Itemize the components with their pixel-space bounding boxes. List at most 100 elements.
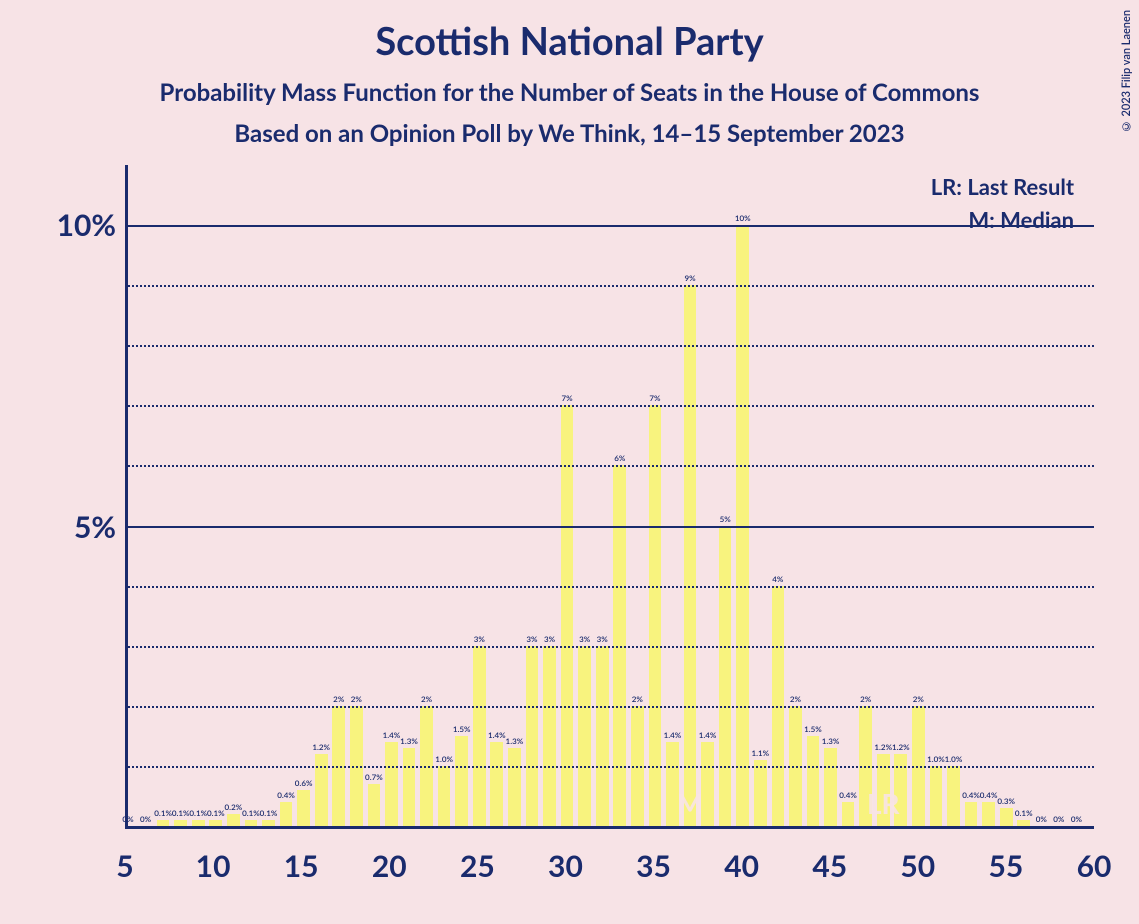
bar xyxy=(649,405,662,826)
bar-value-label: 1.4% xyxy=(488,730,506,740)
bar xyxy=(947,766,960,826)
gridline-minor xyxy=(128,646,1094,648)
bar xyxy=(561,405,574,826)
bar xyxy=(280,802,293,826)
bar xyxy=(455,736,468,826)
bar xyxy=(192,820,205,826)
bar xyxy=(403,748,416,826)
x-axis-label: 5 xyxy=(116,848,133,884)
bar xyxy=(684,285,697,826)
bar-value-label: 10% xyxy=(735,213,751,223)
gridline-minor xyxy=(128,706,1094,708)
gridline-major xyxy=(128,225,1094,227)
bar-value-label: 0.6% xyxy=(295,778,313,788)
chart-subtitle-2: Based on an Opinion Poll by We Think, 14… xyxy=(0,107,1139,148)
bar xyxy=(526,646,539,826)
bar xyxy=(754,760,767,826)
bar xyxy=(666,742,679,826)
bar xyxy=(982,802,995,826)
bar-value-label: 1.5% xyxy=(804,724,822,734)
x-axis-label: 25 xyxy=(460,848,495,884)
bar xyxy=(543,646,556,826)
bar xyxy=(368,784,381,826)
bar-value-label: 3% xyxy=(597,634,608,644)
bar-value-label: 0% xyxy=(140,814,151,824)
bar-value-label: 1.0% xyxy=(435,754,453,764)
bar-value-label: 1.4% xyxy=(699,730,717,740)
chart-title: Scottish National Party xyxy=(0,0,1139,64)
bar xyxy=(245,820,258,826)
bars-layer: 0%0%0.1%0.1%0.1%0.1%0.2%0.1%0.1%0.4%0.6%… xyxy=(128,165,1094,826)
gridline-minor xyxy=(128,285,1094,287)
bar xyxy=(719,526,732,826)
bar-value-label: 1.2% xyxy=(312,742,330,752)
gridline-major xyxy=(128,526,1094,528)
plot-area: LR: Last Result M: Median 0%0%0.1%0.1%0.… xyxy=(125,165,1094,829)
bar-value-label: 3% xyxy=(474,634,485,644)
bar-value-label: 0.7% xyxy=(365,772,383,782)
chart-subtitle-1: Probability Mass Function for the Number… xyxy=(0,64,1139,107)
bar-value-label: 1.5% xyxy=(453,724,471,734)
bar xyxy=(174,820,187,826)
gridline-minor xyxy=(128,405,1094,407)
bar-value-label: 3% xyxy=(526,634,537,644)
bar-value-label: 3% xyxy=(579,634,590,644)
bar xyxy=(385,742,398,826)
x-axis-label: 20 xyxy=(372,848,407,884)
bar-value-label: 0.1% xyxy=(260,808,278,818)
bar-value-label: 0.4% xyxy=(962,790,980,800)
bar-value-label: 1.0% xyxy=(945,754,963,764)
bar xyxy=(490,742,503,826)
bar-value-label: 2% xyxy=(351,694,362,704)
bar-value-label: 6% xyxy=(614,453,625,463)
bar-value-label: 3% xyxy=(544,634,555,644)
bar xyxy=(1017,820,1030,826)
bar xyxy=(877,754,890,826)
copyright-text: © 2023 Filip van Laenen xyxy=(1120,10,1133,132)
x-axis-label: 35 xyxy=(636,848,671,884)
bar-value-label: 0.4% xyxy=(277,790,295,800)
bar xyxy=(596,646,609,826)
bar-value-label: 7% xyxy=(562,393,573,403)
bar xyxy=(824,748,837,826)
bar-value-label: 5% xyxy=(720,514,731,524)
bar-value-label: 0% xyxy=(1053,814,1064,824)
bar xyxy=(807,736,820,826)
bar xyxy=(930,766,943,826)
bar xyxy=(578,646,591,826)
bar-value-label: 1.3% xyxy=(400,736,418,746)
bar-value-label: 0.1% xyxy=(154,808,172,818)
bar xyxy=(701,742,714,826)
bar-value-label: 1.4% xyxy=(664,730,682,740)
bar-value-label: 1.2% xyxy=(892,742,910,752)
bar xyxy=(209,820,222,826)
y-axis-label: 10% xyxy=(40,207,116,243)
gridline-minor xyxy=(128,465,1094,467)
bar-value-label: 9% xyxy=(684,273,695,283)
x-axis-label: 55 xyxy=(989,848,1024,884)
bar xyxy=(227,814,240,826)
x-axis-label: 60 xyxy=(1077,848,1112,884)
bar xyxy=(965,802,978,826)
bar xyxy=(315,754,328,826)
x-axis-label: 15 xyxy=(284,848,319,884)
bar-value-label: 2% xyxy=(632,694,643,704)
bar-value-label: 0.1% xyxy=(242,808,260,818)
bar xyxy=(262,820,275,826)
bar-value-label: 0% xyxy=(122,814,133,824)
bar-value-label: 2% xyxy=(333,694,344,704)
bar-value-label: 1.3% xyxy=(822,736,840,746)
gridline-minor xyxy=(128,345,1094,347)
y-axis-label: 5% xyxy=(40,509,116,545)
bar xyxy=(297,790,310,826)
bar-value-label: 0% xyxy=(1071,814,1082,824)
bar-value-label: 1.3% xyxy=(506,736,524,746)
x-axis-label: 30 xyxy=(548,848,583,884)
bar-value-label: 0.3% xyxy=(997,796,1015,806)
chart-container: LR: Last Result M: Median 0%0%0.1%0.1%0.… xyxy=(40,160,1109,884)
bar-value-label: 0.4% xyxy=(980,790,998,800)
bar-value-label: 4% xyxy=(772,574,783,584)
bar-value-label: 0.1% xyxy=(1015,808,1033,818)
bar xyxy=(1000,808,1013,826)
bar xyxy=(473,646,486,826)
